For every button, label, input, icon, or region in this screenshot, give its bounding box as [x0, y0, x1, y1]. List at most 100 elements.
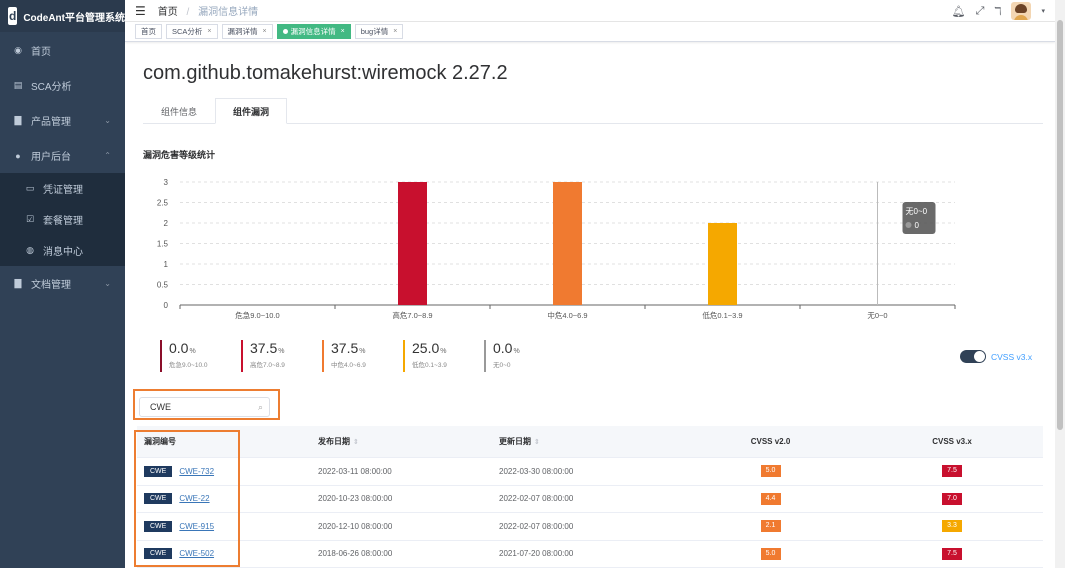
active-dot-icon [282, 29, 288, 34]
menu-toggle-icon[interactable]: ☰ [135, 3, 146, 18]
submenu-user-backend: ▭ 凭证管理 ☑ 套餐管理 ◍ 消息中心 [0, 173, 125, 266]
close-icon[interactable]: × [262, 28, 267, 35]
x-tick-label: 危急9.0~10.0 [235, 310, 279, 320]
cell-cvss3: 7.5 [861, 465, 1043, 478]
tooltip-value: 0 [915, 221, 920, 230]
vuln-table: 漏洞编号 发布日期 ⇕ 更新日期 ⇕ CVSS v2.0 CVSS v3.x CWE… [137, 426, 1043, 568]
sort-icon[interactable]: ⇕ [353, 439, 359, 446]
cell-cvss3: 3.3 [861, 520, 1043, 533]
sidebar-item-sca[interactable]: ▤ SCA分析 [0, 68, 125, 103]
x-tick-label: 高危7.0~8.9 [392, 310, 432, 320]
sidebar-menu: ◉ 首页 ▤ SCA分析 ▇ 产品管理 ⌄ ● 用户后台 ⌃ ▭ 凭证管理 [0, 32, 125, 301]
cell-updated: 2022-02-07 08:00:00 [499, 521, 574, 531]
cwe-link[interactable]: CWE-22 [179, 494, 210, 504]
sidebar-item-home[interactable]: ◉ 首页 [0, 32, 125, 68]
table-row: CWE CWE-502 2018-06-26 08:00:00 2021-07-20 … [137, 541, 1043, 568]
close-icon[interactable]: × [393, 28, 398, 35]
th-updated[interactable]: 更新日期 ⇕ [499, 436, 680, 447]
table-row: CWE CWE-732 2022-03-11 08:00:00 2022-03-30 … [137, 458, 1043, 486]
sidebar-item-user-backend[interactable]: ● 用户后台 ⌃ [0, 138, 125, 173]
fullscreen-icon[interactable]: ⤢ [975, 4, 985, 17]
sidebar-item-label: 凭证管理 [43, 185, 83, 196]
stat-color-bar [241, 340, 243, 372]
cwe-link[interactable]: CWE-732 [179, 466, 215, 476]
cwe-link[interactable]: CWE-915 [179, 521, 215, 531]
stat-color-bar [160, 340, 162, 372]
cell-published: 2018-06-26 08:00:00 [318, 549, 393, 559]
cvss2-badge: 5.0 [760, 465, 781, 478]
severity-bar-chart: 0 0.5 1 1.5 2 2.5 3 危急9.0~10.0 高危7.0~8.9 中危4.0~6.… [157, 178, 956, 320]
tab-component-vulns[interactable]: 组件漏洞 [215, 98, 287, 124]
cwe-tag: CWE [144, 465, 173, 477]
breadcrumb-home[interactable]: 首页 [157, 7, 178, 18]
cvss3-badge: 3.3 [942, 520, 962, 533]
toggle-knob [974, 351, 985, 362]
table-header: 漏洞编号 发布日期 ⇕ 更新日期 ⇕ CVSS v2.0 CVSS v3.x [137, 426, 1043, 458]
cvss2-badge: 2.1 [760, 520, 781, 533]
sidebar-item-credentials[interactable]: ▭ 凭证管理 [0, 173, 125, 204]
toggle-switch[interactable] [960, 350, 986, 363]
th-vuln-id: 漏洞编号 [137, 436, 318, 447]
sidebar-item-messages[interactable]: ◍ 消息中心 [0, 235, 125, 266]
search-highlight-box [133, 389, 280, 420]
tag-vuln-info-detail[interactable]: 漏洞信息详情 × [276, 24, 351, 39]
sidebar-item-label: 套餐管理 [43, 216, 83, 227]
stat-item: 37.5% 中危4.0~6.9 [322, 340, 403, 372]
cell-cvss2: 5.0 [680, 465, 861, 478]
table-row: CWE CWE-22 2020-10-23 08:00:00 2022-02-07 0… [137, 486, 1043, 513]
cvss2-badge: 5.0 [760, 547, 781, 560]
app-name: CodeAnt平台管理系统 [23, 12, 125, 24]
scrollbar-thumb[interactable] [1057, 20, 1063, 430]
tag-sca[interactable]: SCA分析 × [166, 24, 218, 39]
tag-vuln-detail[interactable]: 漏洞详情 × [221, 24, 273, 39]
globe-icon: ◍ [26, 245, 34, 255]
tag-label: SCA分析 [172, 27, 203, 36]
app-logo[interactable]: d CodeAnt平台管理系统 [0, 0, 125, 32]
th-published[interactable]: 发布日期 ⇕ [318, 436, 499, 447]
stat-color-bar [484, 340, 486, 372]
stat-label: 无0~0 [493, 362, 511, 369]
sidebar-item-packages[interactable]: ☑ 套餐管理 [0, 204, 125, 235]
cell-updated: 2021-07-20 08:00:00 [499, 549, 574, 559]
close-icon[interactable]: × [340, 28, 345, 35]
tag-bug-detail[interactable]: bug详情 × [354, 24, 404, 39]
cell-cvss2: 2.1 [680, 520, 861, 533]
th-label: 漏洞编号 [144, 437, 176, 446]
search-input[interactable]: CWE ⌕ [139, 397, 270, 417]
stat-label: 低危0.1~3.9 [412, 362, 447, 369]
stat-value: 0.0 [169, 340, 189, 356]
bell-icon[interactable]: 🔔︎ [951, 5, 966, 18]
main-content: com.github.tomakehurst:wiremock 2.27.2 组… [125, 42, 1055, 568]
chevron-down-icon: ⌄ [104, 279, 111, 288]
stat-unit: % [440, 348, 447, 355]
cell-cvss2: 5.0 [680, 547, 861, 560]
sidebar-item-docs[interactable]: ▇ 文档管理 ⌄ [0, 266, 125, 301]
cvss-version-toggle[interactable]: CVSS v3.x [960, 350, 1032, 363]
sidebar-item-products[interactable]: ▇ 产品管理 ⌄ [0, 103, 125, 138]
document-icon: ▇ [14, 278, 22, 288]
th-label: CVSS v3.x [932, 437, 972, 446]
avatar[interactable] [1011, 2, 1032, 20]
cwe-link[interactable]: CWE-502 [179, 549, 215, 559]
card-icon: ▭ [25, 183, 35, 193]
sort-icon[interactable]: ⇕ [534, 439, 540, 446]
caret-down-icon[interactable]: ▾ [1041, 8, 1045, 15]
stat-value: 0.0 [493, 340, 513, 356]
sidebar-item-label: SCA分析 [31, 82, 72, 93]
top-navbar: ☰ 首页 / 漏洞信息详情 🔔︎ ⤢ ℸ ▾ [125, 0, 1055, 22]
table-body: CWE CWE-732 2022-03-11 08:00:00 2022-03-30 … [137, 458, 1043, 568]
tag-home[interactable]: 首页 [135, 24, 162, 39]
cell-vuln-id: CWE CWE-732 [137, 465, 318, 477]
search-icon[interactable]: ⌕ [257, 402, 263, 412]
stat-value: 25.0 [412, 340, 440, 356]
y-tick-label: 2 [164, 219, 169, 228]
tab-component-info[interactable]: 组件信息 [160, 106, 197, 117]
cwe-tag: CWE [144, 548, 173, 560]
close-icon[interactable]: × [207, 28, 212, 35]
stat-item: 25.0% 低危0.1~3.9 [403, 340, 484, 372]
x-tick-label: 中危4.0~6.9 [547, 310, 587, 320]
vertical-scrollbar[interactable] [1055, 0, 1065, 568]
font-size-icon[interactable]: ℸ [994, 5, 1002, 18]
logo-icon: d [8, 7, 18, 25]
